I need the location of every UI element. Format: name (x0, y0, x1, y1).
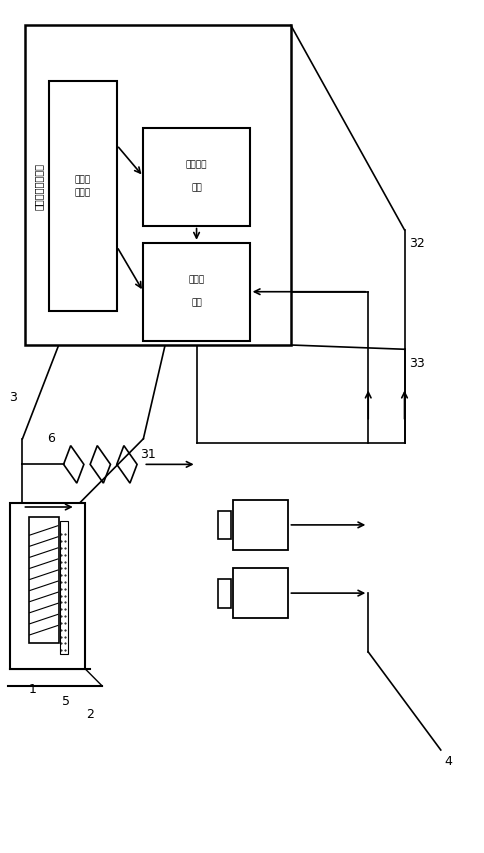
Text: 31: 31 (140, 447, 156, 461)
Text: 6: 6 (47, 431, 55, 444)
Bar (143, 129, 249, 226)
Text: 3: 3 (9, 390, 16, 403)
Bar (10, 503, 85, 670)
Text: 處理: 處理 (191, 183, 201, 192)
Text: 2: 2 (86, 707, 94, 720)
Text: 4: 4 (443, 754, 451, 767)
Bar (143, 243, 249, 341)
Bar (232, 501, 288, 550)
Bar (49, 82, 117, 311)
Bar (232, 569, 288, 618)
Text: 测量定位检测系统: 测量定位检测系统 (33, 162, 44, 209)
Bar (29, 518, 59, 644)
Text: 理器: 理器 (191, 298, 201, 307)
Text: 32: 32 (408, 237, 424, 250)
Text: 5: 5 (62, 694, 70, 707)
Text: 1: 1 (28, 682, 36, 695)
Text: 控制電: 控制電 (75, 175, 91, 184)
Bar (25, 26, 290, 345)
Text: 圖像採集: 圖像採集 (185, 160, 207, 169)
Text: 數據處: 數據處 (188, 276, 204, 284)
Bar (218, 512, 231, 540)
Text: 33: 33 (408, 357, 424, 369)
Text: 機系統: 機系統 (75, 188, 91, 197)
Bar (60, 522, 68, 654)
Bar (218, 580, 231, 608)
